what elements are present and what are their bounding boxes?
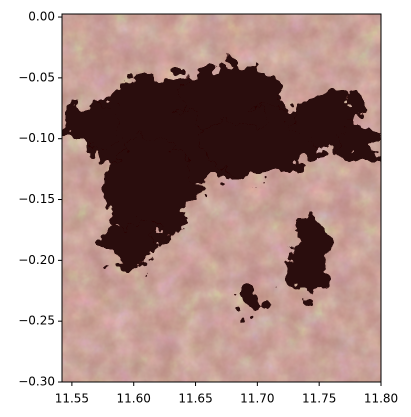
y-tick-label: −0.15: [18, 192, 55, 206]
x-tick-label: 11.60: [117, 392, 151, 406]
x-tick-label: 11.65: [178, 392, 212, 406]
y-tick-label: −0.25: [18, 314, 55, 328]
heatmap-image: [62, 14, 381, 382]
x-tick-label: 11.70: [240, 392, 274, 406]
y-tick-label: −0.20: [18, 253, 55, 267]
y-tick-label: −0.05: [18, 70, 55, 84]
y-tick-label: −0.10: [18, 131, 55, 145]
x-tick-label: 11.75: [302, 392, 336, 406]
x-tick-label: 11.80: [364, 392, 398, 406]
y-tick-label: −0.30: [18, 375, 55, 389]
plot-frame: [61, 13, 382, 383]
x-tick-label: 11.55: [55, 392, 89, 406]
y-tick-label: 0.00: [28, 10, 55, 24]
